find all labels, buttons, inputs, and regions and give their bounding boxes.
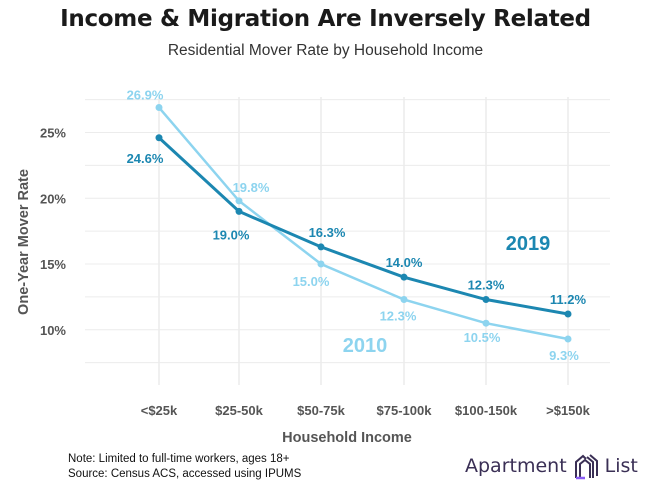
line-chart: 10% 15% 20% 25% <$25k $25-50k $50-75k $75-100k $… [16,88,610,446]
x-tick-label: $75-100k [377,403,433,418]
data-point-2019 [400,273,408,281]
data-point-2010 [317,260,325,268]
x-tick-label: $25-50k [215,403,263,418]
data-label-2019: 19.0% [213,227,250,242]
data-label-2019: 16.3% [309,225,346,240]
data-label-2019: 24.6% [127,151,164,166]
series-line-2019 [157,136,569,316]
y-tick-label: 20% [40,191,66,206]
x-axis-label: Household Income [282,430,412,446]
data-label-2019: 14.0% [386,255,423,270]
data-label-2010: 15.0% [293,274,330,289]
x-tick-label: >$150k [546,403,591,418]
data-point-2019 [155,134,163,142]
data-label-2019: 11.2% [550,292,587,307]
note-text: Note: Limited to full-time workers, ages… [68,453,290,465]
series-label-2010: 2010 [343,335,388,357]
data-point-2010 [564,335,572,343]
data-label-2010: 12.3% [380,309,417,324]
data-label-2010: 19.8% [233,180,270,195]
data-point-2019 [564,310,572,318]
house-lines-icon [574,454,598,480]
data-point-2010 [482,319,490,327]
logo-text-left: Apartment [465,455,567,477]
y-tick-label: 10% [40,323,66,338]
series-label-2019: 2019 [506,233,551,255]
series-line-2010 [158,106,569,341]
x-tick-label: $50-75k [297,403,345,418]
data-point-2019 [235,207,243,215]
data-label-2010: 10.5% [464,330,501,345]
logo-text-right: List [604,455,638,477]
data-point-2019 [482,296,490,304]
data-label-2010: 9.3% [549,348,579,363]
chart-subtitle: Residential Mover Rate by Household Inco… [167,42,484,59]
x-tick-label: $100-150k [455,403,518,418]
chart-title: Income & Migration Are Inversely Related [60,6,591,32]
x-tick-label: <$25k [141,403,178,418]
data-point-2010 [400,296,408,304]
apartment-list-logo: Apartment List [465,452,638,480]
y-tick-label: 15% [40,257,66,272]
y-tick-label: 25% [40,126,66,141]
source-text: Source: Census ACS, accessed using IPUMS [68,468,302,480]
data-point-2019 [317,243,325,251]
y-axis-label: One-Year Mover Rate [16,169,32,315]
data-point-2010 [155,104,163,112]
notes: Note: Limited to full-time workers, ages… [68,452,301,482]
data-point-2010 [235,197,243,205]
data-label-2019: 12.3% [468,278,505,293]
data-label-2010: 26.9% [127,88,164,103]
